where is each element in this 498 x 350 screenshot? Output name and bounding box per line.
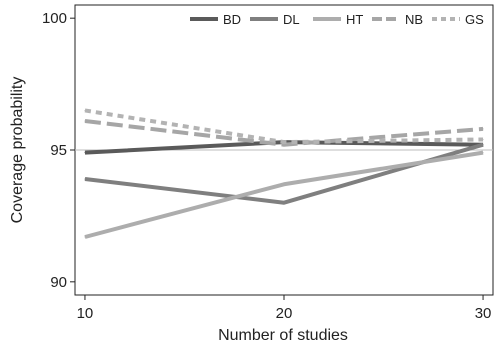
- data-point-nb: [283, 144, 285, 146]
- data-point-gs: [283, 141, 285, 143]
- x-tick-label: 20: [276, 305, 293, 322]
- data-point-bd: [84, 152, 86, 154]
- y-tick-label: 90: [50, 274, 67, 291]
- y-tick-label: 95: [50, 142, 67, 159]
- data-point-ht: [84, 236, 86, 238]
- data-point-dl: [84, 178, 86, 180]
- series-lines: [84, 108, 484, 239]
- legend-label-nb: NB: [405, 12, 423, 27]
- y-tick-label: 100: [42, 10, 67, 27]
- x-axis-title: Number of studies: [218, 327, 348, 344]
- data-point-gs: [84, 109, 86, 111]
- data-point-ht: [283, 183, 285, 185]
- y-axis-title: Coverage probability: [9, 77, 26, 224]
- legend: BD DL HT NB GS: [190, 12, 484, 27]
- data-point-dl: [283, 202, 285, 204]
- legend-label-gs: GS: [465, 12, 484, 27]
- data-point-gs: [482, 138, 484, 140]
- legend-label-dl: DL: [283, 12, 300, 27]
- data-point-nb: [482, 128, 484, 130]
- data-point-dl: [482, 144, 484, 146]
- axis-ticks: 10 20 30 90 95 100: [42, 10, 491, 322]
- legend-label-bd: BD: [223, 12, 241, 27]
- x-tick-label: 10: [77, 305, 94, 322]
- legend-label-ht: HT: [346, 12, 363, 27]
- x-tick-label: 30: [475, 305, 492, 322]
- data-point-nb: [84, 120, 86, 122]
- data-point-ht: [482, 152, 484, 154]
